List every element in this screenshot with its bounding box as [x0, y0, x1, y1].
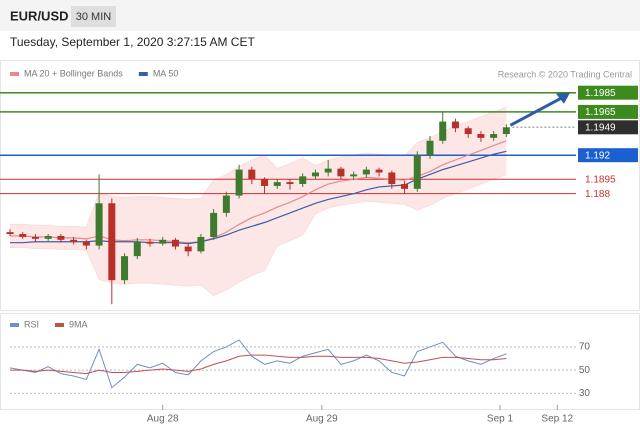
candle-body: [159, 239, 167, 244]
candle-body: [222, 195, 230, 213]
candle-body: [197, 236, 205, 252]
candle-body: [121, 256, 129, 281]
candle-body: [6, 232, 14, 235]
legend-label: MA 20 + Bollinger Bands: [24, 68, 123, 78]
candle-body: [248, 169, 256, 180]
candle-body: [19, 234, 27, 237]
candle-body: [261, 179, 269, 186]
symbol: EUR/USD: [10, 8, 69, 23]
level-label: 1.1949: [585, 122, 616, 133]
legend-label: RSI: [24, 319, 39, 329]
candle-body: [388, 172, 396, 185]
candle-body: [426, 140, 434, 156]
candle-body: [490, 134, 498, 138]
y-tick-label: 30: [579, 388, 591, 399]
candle-body: [70, 239, 78, 242]
legend-swatch: [10, 72, 19, 76]
candle-body: [477, 134, 485, 138]
ma-line: [10, 150, 507, 245]
candle-body: [210, 212, 218, 237]
legend-swatch: [138, 72, 148, 76]
legend-label: MA 50: [153, 68, 179, 78]
x-tick-label: Sep 12: [541, 414, 573, 425]
candle-body: [502, 127, 510, 135]
level-box: [578, 148, 638, 163]
candle-body: [362, 169, 370, 175]
candle-body: [451, 121, 459, 129]
candle-body: [286, 182, 294, 185]
band-edge: [10, 173, 507, 297]
candle-body: [375, 169, 383, 173]
level-label: 1.192: [585, 150, 610, 161]
forecast-arrow: [509, 95, 565, 127]
candle-body: [311, 172, 319, 177]
x-tick-label: Sep 1: [487, 414, 514, 425]
candle-body: [57, 235, 65, 240]
candle-body: [44, 235, 52, 239]
rsi-panel: [0, 313, 640, 410]
candle-body: [324, 168, 332, 173]
legend-swatch: [10, 323, 19, 327]
rsi-line: [10, 354, 507, 375]
candle-body: [337, 168, 345, 177]
level-label: 1.1985: [585, 88, 616, 99]
y-tick-label: 70: [579, 342, 591, 353]
candle-body: [171, 239, 179, 247]
x-tick-label: Aug 29: [306, 414, 338, 425]
ma-line: [10, 140, 507, 244]
level-box: [578, 85, 638, 100]
level-label: 1.188: [585, 189, 610, 200]
timestamp: Tuesday, September 1, 2020 3:27:15 AM CE…: [10, 35, 255, 49]
candle-body: [464, 128, 472, 135]
source: Research © 2020 Trading Central: [498, 69, 632, 79]
candle-body: [350, 174, 358, 177]
level-label: 1.1895: [585, 174, 616, 185]
candle-body: [439, 121, 447, 141]
band-edge: [10, 106, 507, 228]
candle-body: [133, 241, 141, 257]
candle-body: [401, 184, 409, 189]
x-tick-label: Aug 28: [147, 414, 179, 425]
candle-body: [95, 203, 103, 246]
legend-label: 9MA: [69, 319, 88, 329]
bollinger-band: [10, 107, 507, 296]
candle-body: [299, 176, 307, 185]
candle-body: [146, 241, 154, 244]
candle-body: [82, 241, 90, 246]
level-label: 1.1965: [585, 107, 616, 118]
rsi-line: [9, 339, 507, 389]
candle-body: [31, 236, 39, 239]
candle-body: [235, 169, 243, 196]
candle-body: [184, 246, 192, 252]
forecast-arrowhead: [556, 92, 570, 104]
candle-body: [273, 182, 281, 186]
candle-body: [108, 203, 116, 281]
legend-swatch: [55, 323, 65, 327]
level-box: [578, 120, 638, 135]
candle-body: [413, 155, 421, 189]
level-box: [578, 104, 638, 119]
y-tick-label: 50: [579, 365, 591, 376]
timeframe[interactable]: 30 MIN: [76, 11, 112, 23]
timeframe-button[interactable]: [71, 6, 116, 27]
